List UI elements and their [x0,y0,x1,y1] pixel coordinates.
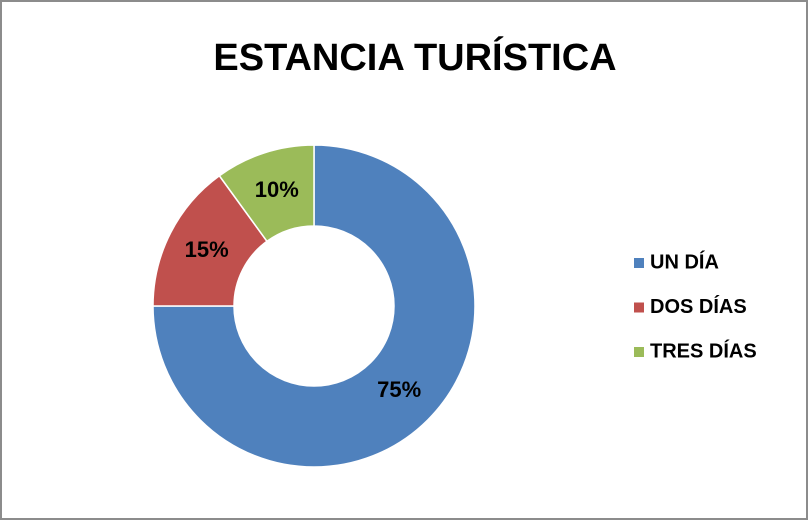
data-label: 10% [255,177,299,202]
legend-swatch [634,302,644,313]
data-label: 15% [185,237,229,262]
chart-title: ESTANCIA TURÍSTICA [213,35,616,79]
donut-slice [218,144,315,243]
legend-label: UN DÍA [650,250,719,273]
legend-label: DOS DÍAS [650,295,747,318]
data-label: 75% [377,377,421,402]
legend-swatch [634,347,644,357]
donut-slice [152,144,476,468]
legend-swatch [634,258,644,268]
legend-label: TRES DÍAS [650,339,757,362]
